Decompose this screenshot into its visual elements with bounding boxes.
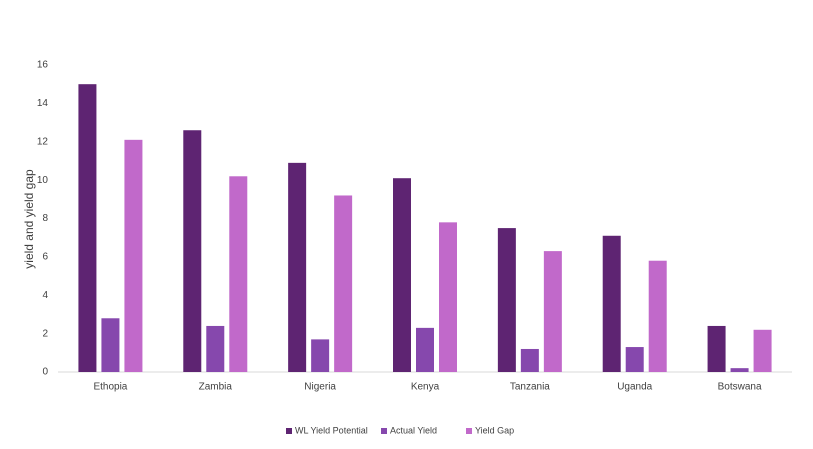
y-tick-label: 2: [42, 328, 48, 339]
x-tick-label: Zambia: [199, 382, 233, 393]
x-tick-label: Ethopia: [93, 382, 127, 393]
bar: [78, 84, 97, 372]
legend-label: WL Yield Potential: [295, 425, 368, 435]
bar: [183, 130, 202, 372]
legend-label: Actual Yield: [390, 425, 437, 435]
y-tick-label: 10: [37, 175, 49, 186]
legend-label: Yield Gap: [475, 425, 514, 435]
y-tick-label: 6: [42, 252, 48, 263]
bar: [439, 222, 457, 372]
bar: [229, 176, 248, 372]
y-tick-label: 12: [37, 136, 49, 147]
y-tick-label: 8: [42, 213, 48, 224]
bar: [311, 339, 330, 372]
x-tick-label: Botswana: [718, 382, 762, 393]
bar: [334, 195, 353, 372]
y-tick-label: 0: [42, 367, 48, 378]
bar: [101, 318, 120, 372]
y-axis-label: yield and yield gap: [22, 169, 36, 269]
bar: [124, 139, 143, 372]
bar: [288, 162, 307, 372]
bar: [520, 348, 539, 372]
y-tick-label: 16: [37, 60, 49, 71]
bar: [416, 327, 434, 372]
bar: [730, 368, 749, 372]
legend-swatch: [466, 428, 472, 434]
bar: [206, 325, 225, 372]
bar: [648, 260, 667, 372]
x-tick-label: Tanzania: [510, 382, 550, 393]
x-tick-label: Kenya: [411, 382, 440, 393]
bar: [602, 235, 621, 372]
bar: [497, 228, 516, 372]
legend-swatch: [381, 428, 387, 434]
x-tick-label: Uganda: [617, 382, 652, 393]
y-tick-label: 14: [37, 98, 49, 109]
y-tick-label: 4: [42, 290, 48, 301]
bar: [625, 347, 644, 372]
legend-swatch: [286, 428, 292, 434]
bar: [707, 325, 726, 372]
bar: [753, 329, 772, 372]
bar: [393, 178, 411, 372]
bar: [543, 251, 562, 372]
x-tick-label: Nigeria: [304, 382, 336, 393]
